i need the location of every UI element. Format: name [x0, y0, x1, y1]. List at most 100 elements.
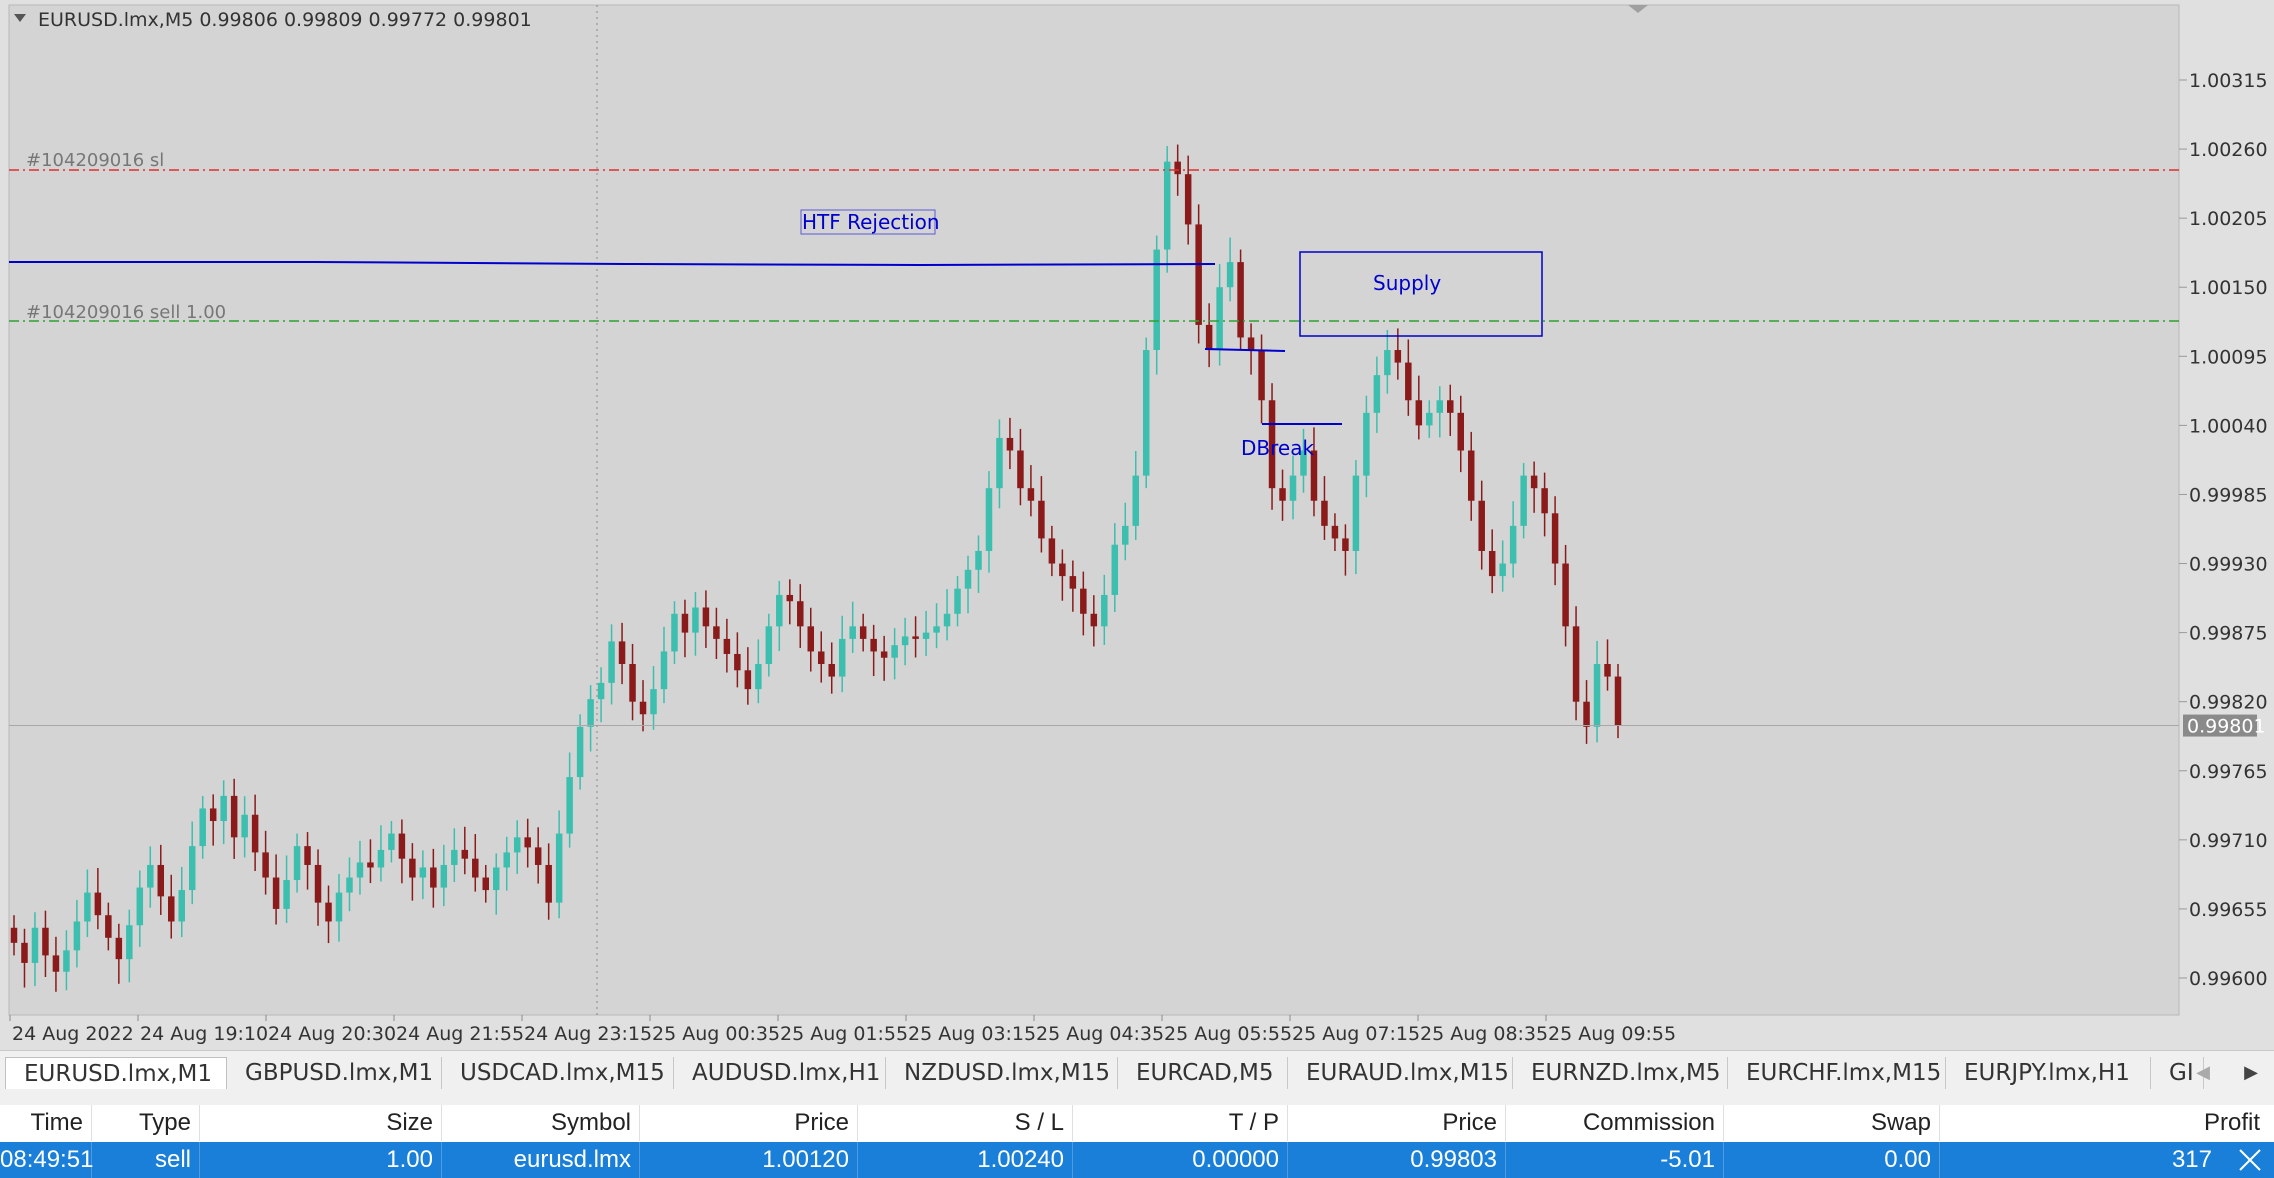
tab-scroll-right-icon[interactable]: ▶ — [2244, 1062, 2258, 1083]
chart-menu-triangle-icon[interactable] — [14, 14, 26, 22]
bull-candle — [513, 837, 521, 853]
bull-candle — [188, 846, 196, 891]
bear-candle — [859, 626, 867, 639]
bull-candle — [1300, 450, 1307, 476]
bear-candle — [1059, 563, 1066, 577]
bull-candle — [1436, 400, 1444, 413]
time-label: 25 Aug 07:15 — [1292, 1023, 1420, 1045]
bull-candle — [849, 626, 856, 639]
price-label: 0.99600 — [2189, 968, 2268, 990]
chart-tab[interactable]: EURJPY.lmx,H1 — [1946, 1057, 2151, 1089]
bull-candle — [377, 849, 385, 868]
bear-candle — [1457, 412, 1464, 451]
bear-candle — [461, 849, 469, 859]
chart-tab[interactable]: EURAUD.lmx,M15 — [1288, 1057, 1513, 1089]
column-header-commission[interactable]: Commission — [1506, 1105, 1724, 1141]
bull-candle — [147, 864, 154, 888]
tab-scroll-left-icon[interactable]: ◀ — [2196, 1062, 2210, 1083]
column-header-swap[interactable]: Swap — [1724, 1105, 1940, 1141]
bear-candle — [1090, 613, 1098, 627]
bear-candle — [409, 858, 416, 878]
time-label: 25 Aug 03:15 — [908, 1023, 1036, 1045]
bull-candle — [1509, 525, 1517, 564]
chart-tab[interactable]: EURNZD.lmx,M5 — [1513, 1057, 1728, 1089]
close-icon[interactable] — [2236, 1146, 2264, 1174]
dbreak-label: DBreak — [1241, 436, 1314, 460]
chart-tab[interactable]: AUDUSD.lmx,H1 — [674, 1057, 886, 1089]
column-header-tp[interactable]: T / P — [1073, 1105, 1288, 1141]
price-label: 1.00315 — [2189, 70, 2268, 92]
bear-candle — [1321, 500, 1328, 526]
chart-tab[interactable]: GI — [2151, 1057, 2204, 1089]
bear-candle — [1478, 500, 1485, 551]
bear-candle — [702, 607, 710, 627]
chart-tab[interactable]: GBPUSD.lmx,M1 — [227, 1057, 442, 1089]
column-header-size[interactable]: Size — [200, 1105, 442, 1141]
bear-candle — [1237, 262, 1244, 338]
bear-candle — [1604, 664, 1611, 677]
bear-candle — [524, 837, 531, 848]
bull-candle — [1352, 475, 1360, 551]
shift-marker-icon[interactable] — [1628, 5, 1648, 13]
supply-zone[interactable] — [1299, 251, 1543, 337]
bull-candle — [1153, 249, 1160, 351]
bull-candle — [587, 699, 594, 727]
bear-candle — [10, 927, 18, 943]
bear-candle — [1027, 488, 1035, 501]
bull-candle — [31, 927, 39, 963]
chart-area[interactable]: 1.00315 1.00260 1.00205 1.00150 1.00095 1.000… — [0, 0, 2274, 1050]
bull-candle — [1132, 475, 1140, 526]
bull-candle — [1593, 664, 1601, 727]
cell-symbol: eurusd.lmx — [442, 1142, 640, 1178]
price-label: 1.00150 — [2189, 277, 2268, 299]
bull-candle — [388, 833, 395, 850]
bull-candle — [922, 632, 930, 639]
cell-tp: 0.00000 — [1073, 1142, 1288, 1178]
bull-candle — [555, 833, 563, 903]
bear-candle — [1583, 701, 1590, 727]
chart-tab[interactable]: NZDUSD.lmx,M15 — [886, 1057, 1118, 1089]
bear-candle — [52, 955, 60, 972]
time-label: 24 Aug 21:55 — [396, 1023, 524, 1045]
bull-candle — [891, 645, 898, 658]
chart-tab[interactable]: EURCHF.lmx,M15 — [1728, 1057, 1946, 1089]
column-header-sl[interactable]: S / L — [858, 1105, 1073, 1141]
bull-candle — [84, 892, 91, 922]
bear-candle — [1080, 588, 1087, 614]
htf-rejection-label: HTF Rejection — [802, 210, 940, 234]
bear-candle — [1331, 525, 1339, 539]
column-header-profit[interactable]: Profit — [1940, 1105, 2274, 1141]
bear-candle — [262, 852, 269, 878]
bear-candle — [304, 846, 311, 865]
chart-tab[interactable]: USDCAD.lmx,M15 — [442, 1057, 674, 1089]
column-header-symbol[interactable]: Symbol — [442, 1105, 640, 1141]
bull-candle — [1163, 161, 1171, 250]
current-price-tag — [2183, 714, 2257, 737]
bear-candle — [1551, 513, 1559, 564]
time-label: 25 Aug 01:55 — [780, 1023, 908, 1045]
bear-candle — [230, 795, 238, 838]
chart-tab[interactable]: EURCAD,M5 — [1118, 1057, 1288, 1089]
column-header-type[interactable]: Type — [92, 1105, 200, 1141]
column-header-price[interactable]: Price — [640, 1105, 858, 1141]
price-chart[interactable]: 1.00315 1.00260 1.00205 1.00150 1.00095 1.000… — [0, 0, 2274, 1050]
time-label: 25 Aug 05:55 — [1164, 1023, 1292, 1045]
column-header-current-price[interactable]: Price — [1288, 1105, 1506, 1141]
price-label: 0.99985 — [2189, 484, 2268, 506]
bull-candle — [838, 638, 846, 677]
chart-tab[interactable]: EURUSD.lmx,M1 — [5, 1057, 227, 1089]
time-label: 25 Aug 09:55 — [1548, 1023, 1676, 1045]
bear-candle — [1006, 437, 1014, 451]
price-label: 0.99875 — [2189, 623, 2268, 645]
bull-candle — [1499, 563, 1506, 577]
trade-row[interactable]: 08:49:51 sell 1.00 eurusd.lmx 1.00120 1.00240… — [0, 1142, 2274, 1178]
bear-candle — [209, 808, 217, 822]
time-label: 25 Aug 00:35 — [652, 1023, 780, 1045]
column-header-time[interactable]: Time — [0, 1105, 92, 1141]
bull-candle — [1142, 350, 1150, 476]
bear-candle — [42, 927, 49, 956]
bull-candle — [1363, 412, 1370, 476]
bear-candle — [534, 847, 542, 865]
htf-rejection-line — [9, 261, 1216, 267]
